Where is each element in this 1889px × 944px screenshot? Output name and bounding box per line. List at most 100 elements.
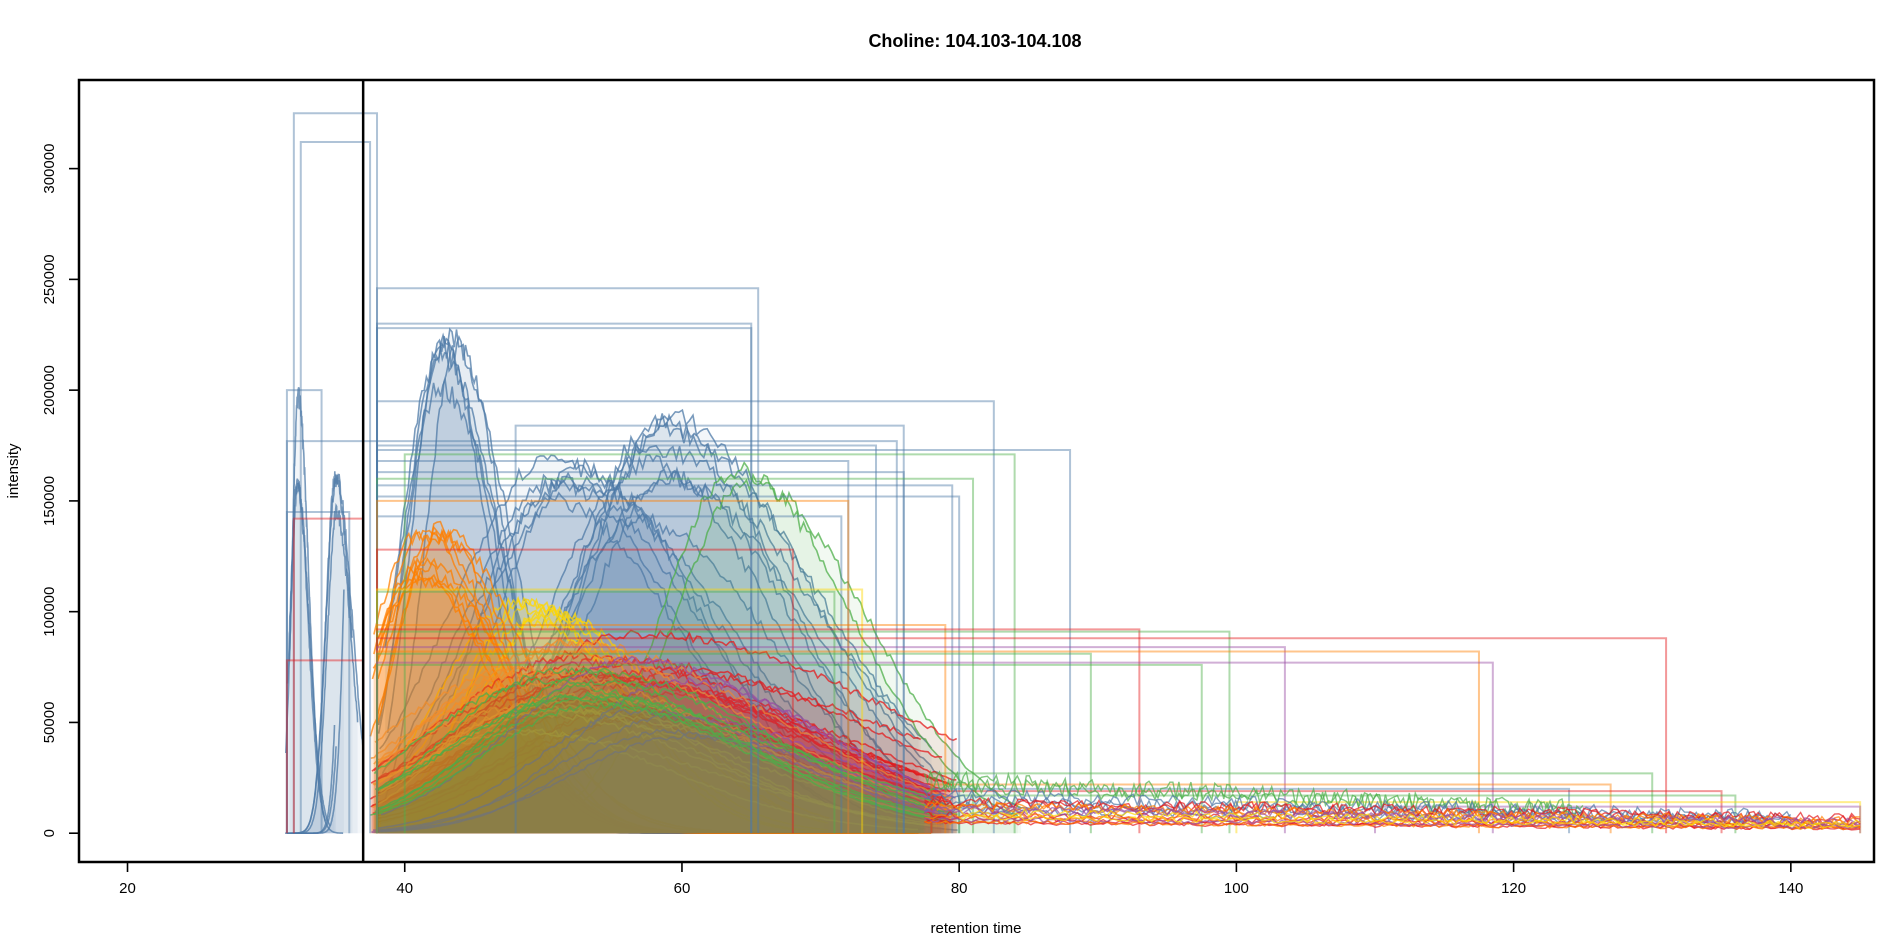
peak-fill — [375, 730, 938, 834]
peak-fill — [376, 714, 934, 834]
peak-trace — [373, 678, 934, 816]
peak-fill — [373, 532, 932, 834]
peak-fill — [379, 678, 956, 834]
peak-trace — [373, 700, 925, 816]
tail-trace — [958, 814, 1861, 830]
peak-trace — [369, 696, 952, 823]
peak-fill — [378, 715, 941, 834]
peak-rectangle — [285, 440, 898, 834]
y-axis: 0 50000 100000 150000 200000 250000 300000 — [41, 144, 79, 837]
peak-trace — [379, 691, 925, 796]
peak-trace — [379, 454, 927, 834]
peak-fill — [377, 527, 908, 834]
peak-rectangle — [376, 327, 753, 834]
peak-trace — [378, 671, 949, 785]
peak-fill — [387, 336, 764, 834]
peak-rectangle — [376, 477, 975, 834]
peak-trace — [375, 726, 918, 831]
peak-fill — [372, 652, 919, 834]
peak-fill — [371, 729, 949, 834]
peak-trace — [371, 728, 950, 833]
peak-fill — [378, 476, 923, 834]
peak-trace — [376, 468, 925, 832]
peak-rectangle — [376, 444, 878, 834]
tail-trace — [923, 770, 1584, 818]
peak-trace — [373, 637, 954, 799]
peak-rectangle — [376, 637, 1668, 834]
peak-fill — [378, 708, 949, 834]
peak-fill — [377, 469, 924, 834]
peak-trace — [288, 387, 327, 822]
peak-trace — [376, 491, 926, 830]
peak-rectangle — [376, 515, 843, 834]
peak-trace — [376, 666, 934, 819]
peak-fill — [382, 473, 944, 834]
peak-trace — [379, 444, 919, 825]
peak-rectangle — [376, 628, 1141, 834]
chart-title: Choline: 104.103-104.108 — [868, 31, 1081, 51]
peak-fill — [375, 694, 949, 834]
peak-fill — [287, 505, 358, 834]
tail-trace — [924, 804, 1861, 828]
peak-rectangle — [376, 661, 1494, 834]
x-tick-label: 80 — [951, 880, 968, 897]
peak-rectangle — [376, 623, 947, 834]
peak-fill — [378, 329, 735, 834]
peak-trace — [381, 733, 933, 832]
peak-rectangle — [376, 652, 1092, 834]
peak-rectangle — [376, 495, 961, 834]
y-tick-label: 250000 — [41, 254, 58, 304]
peak-fill — [378, 521, 904, 834]
x-tick-label: 140 — [1778, 880, 1803, 897]
peak-rectangle — [376, 499, 850, 834]
peak-trace — [376, 678, 921, 810]
peak-fill — [378, 658, 931, 834]
peak-trace — [412, 616, 829, 831]
peak-traces — [285, 327, 1022, 834]
peak-fill — [375, 697, 924, 834]
peak-rectangle — [376, 471, 905, 834]
peak-fill — [379, 692, 925, 834]
peak-rectangle — [376, 663, 1203, 834]
peak-rectangle — [376, 630, 1231, 834]
peak-fill — [379, 711, 943, 834]
peak-rectangle — [376, 590, 836, 834]
peak-rectangle — [299, 141, 372, 834]
y-tick-label: 200000 — [41, 365, 58, 415]
peak-fill — [373, 561, 919, 834]
peak-trace — [377, 408, 946, 833]
peak-trace — [373, 712, 937, 831]
peak-fill — [377, 492, 926, 834]
peak-rectangle — [376, 548, 794, 834]
peak-fill — [378, 337, 726, 834]
x-tick-label: 40 — [396, 880, 413, 897]
peak-fill — [381, 656, 932, 834]
y-tick-label: 300000 — [41, 144, 58, 194]
peak-fill — [370, 531, 891, 834]
peak-trace — [374, 667, 958, 815]
peak-fill — [373, 708, 951, 834]
peak-rectangle — [376, 322, 753, 834]
peak-fill — [381, 734, 933, 834]
peak-fill — [372, 576, 904, 834]
peak-fill — [374, 679, 934, 834]
peak-fill — [287, 482, 330, 834]
peak-rectangle — [930, 783, 1612, 834]
peak-fill — [290, 725, 335, 834]
tail-trace — [924, 816, 1861, 830]
peak-rectangle — [376, 650, 1480, 834]
peak-trace — [286, 473, 364, 834]
x-tick-label: 100 — [1224, 880, 1249, 897]
peak-rectangle — [376, 646, 1286, 834]
peak-rectangle — [403, 453, 1016, 834]
peak-fill — [294, 471, 353, 834]
x-tick-label: 20 — [119, 880, 136, 897]
peak-fill — [379, 530, 911, 834]
peak-rectangle — [285, 389, 323, 834]
y-tick-label: 50000 — [41, 702, 58, 744]
tail-trace — [958, 808, 1861, 829]
peak-rectangle — [376, 460, 850, 834]
y-tick-label: 100000 — [41, 587, 58, 637]
y-axis-label: intensity — [5, 443, 22, 499]
